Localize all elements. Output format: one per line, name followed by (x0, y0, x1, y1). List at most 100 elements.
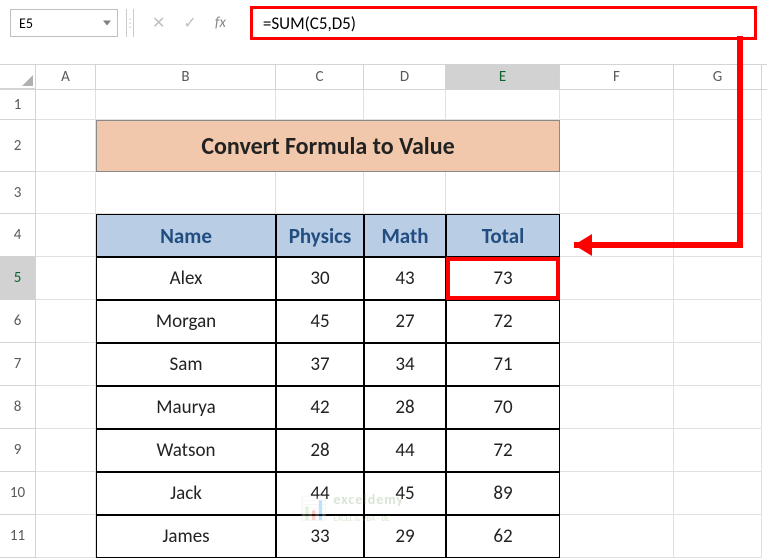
cell-g9[interactable] (674, 429, 762, 472)
formula-bar-icons: ✕ ✓ fx (142, 13, 236, 33)
formula-input[interactable]: =SUM(C5,D5) (250, 6, 757, 40)
row-header-4[interactable]: 4 (0, 214, 36, 257)
watermark-icon: 📊 (300, 495, 327, 522)
cell-f3[interactable] (560, 172, 674, 214)
formula-text: =SUM(C5,D5) (263, 13, 356, 34)
cell-a9[interactable] (36, 429, 96, 472)
cell-g3[interactable] (674, 172, 762, 214)
header-name[interactable]: Name (96, 214, 276, 257)
cell-g2[interactable] (674, 120, 762, 172)
cell-g7[interactable] (674, 343, 762, 386)
row-header-9[interactable]: 9 (0, 429, 36, 472)
cell-b9[interactable]: Watson (96, 429, 276, 472)
cell-c9[interactable]: 28 (276, 429, 364, 472)
cell-b7[interactable]: Sam (96, 343, 276, 386)
col-header-a[interactable]: A (36, 65, 96, 89)
cell-c1[interactable] (276, 90, 364, 120)
cell-e7[interactable]: 71 (446, 343, 560, 386)
row-header-3[interactable]: 3 (0, 172, 36, 214)
cell-e3[interactable] (446, 172, 560, 214)
cell-a3[interactable] (36, 172, 96, 214)
row-header-11[interactable]: 11 (0, 515, 36, 558)
cell-d8[interactable]: 28 (364, 386, 446, 429)
cell-a4[interactable] (36, 214, 96, 257)
cell-d6[interactable]: 27 (364, 300, 446, 343)
cell-g4[interactable] (674, 214, 762, 257)
cell-d3[interactable] (364, 172, 446, 214)
cell-b8[interactable]: Maurya (96, 386, 276, 429)
header-total[interactable]: Total (446, 214, 560, 257)
title-cell[interactable]: Convert Formula to Value (96, 120, 560, 172)
cell-a5[interactable] (36, 257, 96, 300)
cell-g10[interactable] (674, 472, 762, 515)
cell-f7[interactable] (560, 343, 674, 386)
cell-e9[interactable]: 72 (446, 429, 560, 472)
row-header-2[interactable]: 2 (0, 120, 36, 172)
cell-d7[interactable]: 34 (364, 343, 446, 386)
cell-g6[interactable] (674, 300, 762, 343)
col-header-d[interactable]: D (364, 65, 446, 89)
cell-b11[interactable]: James (96, 515, 276, 558)
header-physics[interactable]: Physics (276, 214, 364, 257)
divider: ⋮ (126, 9, 134, 37)
cell-a11[interactable] (36, 515, 96, 558)
cell-f6[interactable] (560, 300, 674, 343)
col-header-e[interactable]: E (446, 65, 560, 89)
cell-a1[interactable] (36, 90, 96, 120)
cell-d1[interactable] (364, 90, 446, 120)
cell-b6[interactable]: Morgan (96, 300, 276, 343)
row-header-1[interactable]: 1 (0, 90, 36, 120)
cell-f9[interactable] (560, 429, 674, 472)
cell-d5[interactable]: 43 (364, 257, 446, 300)
cancel-icon[interactable]: ✕ (152, 13, 165, 33)
cell-e5[interactable]: 73 (446, 257, 560, 300)
row-header-10[interactable]: 10 (0, 472, 36, 515)
row-header-8[interactable]: 8 (0, 386, 36, 429)
cell-e1[interactable] (446, 90, 560, 120)
cell-c3[interactable] (276, 172, 364, 214)
cell-c8[interactable]: 42 (276, 386, 364, 429)
cell-f1[interactable] (560, 90, 674, 120)
cell-c7[interactable]: 37 (276, 343, 364, 386)
cell-g1[interactable] (674, 90, 762, 120)
cell-b10[interactable]: Jack (96, 472, 276, 515)
cell-e11[interactable]: 62 (446, 515, 560, 558)
cell-a2[interactable] (36, 120, 96, 172)
col-header-f[interactable]: F (560, 65, 674, 89)
cell-g5[interactable] (674, 257, 762, 300)
header-math[interactable]: Math (364, 214, 446, 257)
cell-d9[interactable]: 44 (364, 429, 446, 472)
cell-b1[interactable] (96, 90, 276, 120)
cell-b5[interactable]: Alex (96, 257, 276, 300)
cell-c5[interactable]: 30 (276, 257, 364, 300)
cell-g11[interactable] (674, 515, 762, 558)
cell-a7[interactable] (36, 343, 96, 386)
row-header-6[interactable]: 6 (0, 300, 36, 343)
name-box[interactable]: E5 (10, 9, 118, 37)
cell-a6[interactable] (36, 300, 96, 343)
cell-f5[interactable] (560, 257, 674, 300)
check-icon[interactable]: ✓ (183, 13, 196, 33)
cell-f2[interactable] (560, 120, 674, 172)
watermark-sub: EXCEL & VBA - BE (333, 514, 389, 524)
select-all-corner[interactable] (0, 65, 36, 89)
row-7: 7 Sam 37 34 71 (0, 343, 767, 386)
fx-icon[interactable]: fx (215, 14, 226, 32)
col-header-c[interactable]: C (276, 65, 364, 89)
cell-a8[interactable] (36, 386, 96, 429)
cell-f11[interactable] (560, 515, 674, 558)
row-header-5[interactable]: 5 (0, 257, 36, 300)
cell-f10[interactable] (560, 472, 674, 515)
cell-a10[interactable] (36, 472, 96, 515)
col-header-b[interactable]: B (96, 65, 276, 89)
cell-e6[interactable]: 72 (446, 300, 560, 343)
cell-e10[interactable]: 89 (446, 472, 560, 515)
cell-f4[interactable] (560, 214, 674, 257)
row-header-7[interactable]: 7 (0, 343, 36, 386)
cell-f8[interactable] (560, 386, 674, 429)
col-header-g[interactable]: G (674, 65, 762, 89)
cell-c6[interactable]: 45 (276, 300, 364, 343)
cell-e8[interactable]: 70 (446, 386, 560, 429)
cell-b3[interactable] (96, 172, 276, 214)
cell-g8[interactable] (674, 386, 762, 429)
